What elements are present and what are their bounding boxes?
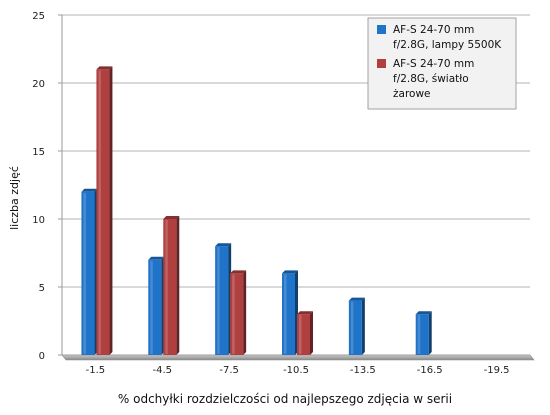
bar-top <box>348 297 365 301</box>
legend-label-2: AF-S 24-70 mm <box>393 58 474 70</box>
legend-swatch-2 <box>377 59 386 68</box>
bar-2--10.5 <box>297 311 313 355</box>
x-tick-label: -10.5 <box>283 365 309 376</box>
bars <box>81 66 432 356</box>
x-tick-label: -19.5 <box>484 365 510 376</box>
bar-1--1.5 <box>81 188 98 355</box>
bar-top <box>81 188 98 192</box>
y-axis-title: liczba zdjęć <box>8 166 21 230</box>
bar-1--13.5 <box>348 297 365 355</box>
bar-side <box>109 66 113 356</box>
bar-front <box>230 273 244 355</box>
bar-side <box>361 297 365 355</box>
x-tick-label: -4.5 <box>153 365 173 376</box>
bar-front <box>297 314 310 355</box>
x-tick-label: -13.5 <box>350 365 376 376</box>
y-tick-label: 0 <box>39 351 45 362</box>
bar-highlight <box>232 274 235 354</box>
bar-2--7.5 <box>230 270 247 355</box>
bar-side <box>243 270 247 355</box>
bar-2--4.5 <box>163 216 180 355</box>
x-axis-title: % odchyłki rozdzielczości od najlepszego… <box>118 392 452 406</box>
bar-top <box>297 311 313 315</box>
bar-top <box>215 243 232 247</box>
y-tick-label: 10 <box>32 215 45 226</box>
bar-highlight <box>299 315 302 354</box>
x-tick-label: -7.5 <box>219 365 239 376</box>
bar-front <box>81 191 95 355</box>
y-tick-label: 5 <box>39 283 45 294</box>
bar-highlight <box>150 260 153 354</box>
bar-highlight <box>417 315 421 354</box>
bar-highlight <box>217 247 220 354</box>
legend-swatch-1 <box>377 25 386 34</box>
bar-side <box>428 311 432 355</box>
bar-side <box>310 311 313 355</box>
y-tick-label: 15 <box>32 147 45 158</box>
bar-front <box>415 314 429 355</box>
y-tick-label: 25 <box>32 11 45 22</box>
bar-top <box>163 216 180 219</box>
plot-walls <box>61 15 535 361</box>
legend-label-1: f/2.8G, lampy 5500K <box>393 39 502 51</box>
bar-2--1.5 <box>96 66 113 356</box>
bar-top <box>148 256 165 260</box>
y-tick-labels: 0 5 10 15 20 25 <box>32 11 45 362</box>
bar-top <box>96 66 113 70</box>
y-tick-label: 20 <box>32 79 45 90</box>
floor <box>61 354 535 361</box>
bar-side <box>176 216 180 355</box>
bar-1--7.5 <box>215 243 232 355</box>
legend: AF-S 24-70 mm f/2.8G, lampy 5500K AF-S 24-… <box>367 17 517 110</box>
bar-front <box>215 246 229 355</box>
bar-1--10.5 <box>282 270 298 355</box>
bar-top <box>415 311 432 315</box>
bar-highlight <box>83 192 86 354</box>
legend-label-2: f/2.8G, światło <box>393 73 469 85</box>
bar-top <box>282 270 298 274</box>
x-tick-label: -1.5 <box>86 365 106 376</box>
legend-label-1: AF-S 24-70 mm <box>393 24 474 36</box>
bar-highlight <box>350 301 354 354</box>
x-tick-label: -16.5 <box>417 365 443 376</box>
bar-highlight <box>165 220 168 354</box>
x-tick-labels: -1.5 -4.5 -7.5 -10.5 -13.5 -16.5 -19.5 <box>86 365 510 376</box>
bar-front <box>348 300 362 355</box>
bar-1--16.5 <box>415 311 432 355</box>
bar-top <box>230 270 247 274</box>
bar-front <box>96 69 110 356</box>
legend-box <box>367 17 517 110</box>
bar-front <box>282 273 295 355</box>
bar-highlight <box>98 70 101 355</box>
bar-front <box>163 219 177 355</box>
bar-front <box>148 259 162 355</box>
legend-label-2: żarowe <box>393 88 431 100</box>
bar-1--4.5 <box>148 256 165 355</box>
bar-highlight <box>284 274 287 354</box>
